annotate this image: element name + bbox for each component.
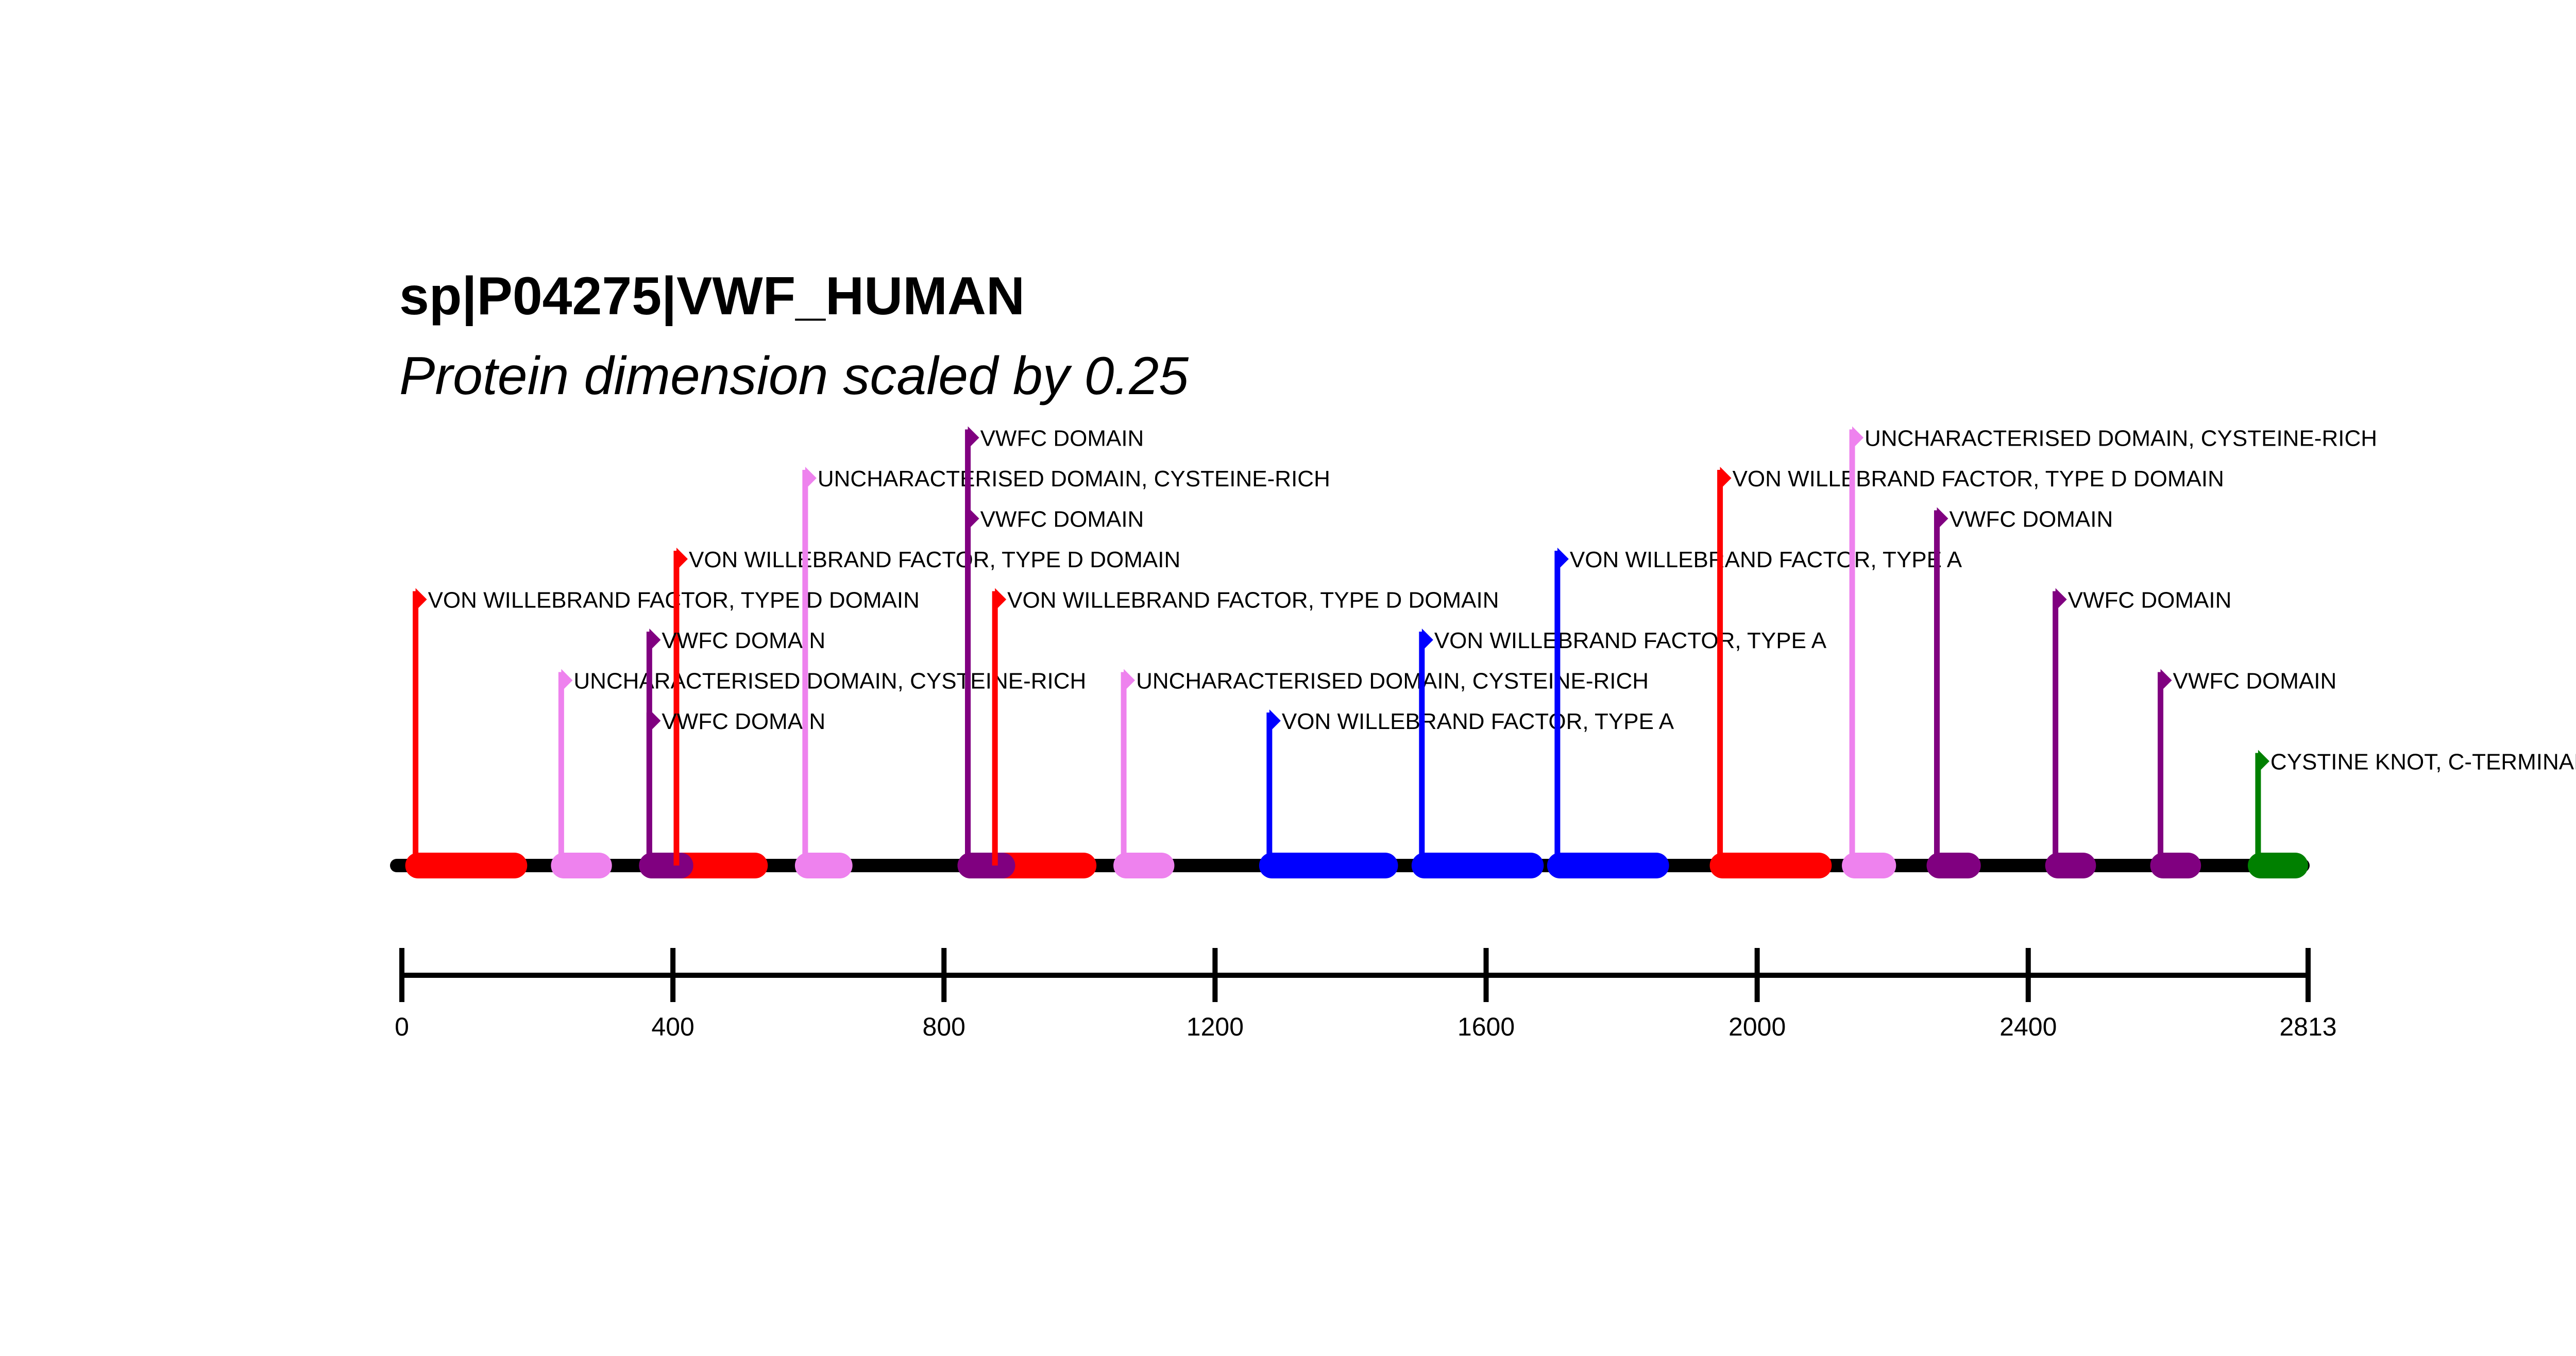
domain-flag-marker [649, 709, 661, 732]
axis-tick-label: 400 [651, 1012, 694, 1041]
domain-segment [1411, 853, 1544, 878]
axis-tick-label: 2813 [2279, 1012, 2336, 1041]
domain-label: UNCHARACTERISED DOMAIN, CYSTEINE-RICH [573, 669, 1086, 694]
domain-flag-marker [1269, 709, 1281, 732]
domain-flag-marker [1557, 548, 1569, 570]
domain-segment [2247, 853, 2308, 878]
domain-flag-marker [2160, 669, 2172, 692]
domain-flag-marker [676, 548, 688, 570]
axis-tick-label: 2400 [1999, 1012, 2057, 1041]
domain-flag-marker [1852, 426, 1864, 449]
domain-segment [551, 853, 612, 878]
domain-label: VON WILLEBRAND FACTOR, TYPE D DOMAIN [689, 547, 1180, 572]
domain-segment [794, 853, 853, 878]
domain-label: VWFC DOMAIN [2068, 588, 2232, 613]
domain-label: VWFC DOMAIN [662, 709, 825, 734]
domain-label: VWFC DOMAIN [662, 628, 825, 653]
domain-flag-marker [1421, 629, 1433, 651]
domain-segment [957, 853, 1015, 878]
axis-tick-label: 1600 [1458, 1012, 1515, 1041]
domain-segment [1113, 853, 1175, 878]
domain-segment [1709, 853, 1832, 878]
domain-label: UNCHARACTERISED DOMAIN, CYSTEINE-RICH [1136, 669, 1649, 694]
domain-label: VON WILLEBRAND FACTOR, TYPE D DOMAIN [1733, 466, 2224, 491]
domain-flag-marker [649, 629, 661, 651]
domain-segment [1842, 853, 1896, 878]
figure-title: sp|P04275|VWF_HUMAN [399, 266, 1025, 327]
domain-label: CYSTINE KNOT, C-TERMINAL [2270, 750, 2576, 775]
domain-flag-marker [1720, 467, 1732, 489]
domain-flag-marker [968, 426, 979, 449]
domain-flag-marker [995, 588, 1007, 611]
domain-segments-group [405, 853, 2308, 878]
domain-label: VWFC DOMAIN [980, 507, 1144, 532]
domain-label: VON WILLEBRAND FACTOR, TYPE D DOMAIN [1007, 588, 1499, 613]
domain-segment [639, 853, 693, 878]
domain-flag-marker [1937, 507, 1948, 530]
position-axis: 0 400 800 1200 1600 2000 2400 2813 [395, 948, 2337, 1041]
axis-tick-label: 800 [923, 1012, 965, 1041]
domain-flags-group: VON WILLEBRAND FACTOR, TYPE D DOMAIN UNCH… [413, 426, 2576, 866]
domain-label: VON WILLEBRAND FACTOR, TYPE A [1282, 709, 1674, 734]
domain-label: VWFC DOMAIN [1949, 507, 2113, 532]
domain-flag-marker [805, 467, 817, 489]
domain-segment [1926, 853, 1981, 878]
domain-flag-marker [968, 507, 979, 530]
axis-tick-label: 0 [395, 1012, 409, 1041]
domain-label: VON WILLEBRAND FACTOR, TYPE A [1570, 547, 1962, 572]
domain-segment [1547, 853, 1669, 878]
axis-tick-label: 2000 [1728, 1012, 1786, 1041]
axis-tick-label: 1200 [1187, 1012, 1244, 1041]
domain-flag-marker [415, 588, 427, 611]
domain-segment [1259, 853, 1398, 878]
domain-label: UNCHARACTERISED DOMAIN, CYSTEINE-RICH [818, 466, 1330, 491]
domain-label: VWFC DOMAIN [2173, 669, 2337, 694]
domain-label: VWFC DOMAIN [980, 426, 1144, 451]
domain-label: UNCHARACTERISED DOMAIN, CYSTEINE-RICH [1865, 426, 2377, 451]
domain-label: VON WILLEBRAND FACTOR, TYPE A [1434, 628, 1827, 653]
domain-segment [666, 853, 768, 878]
figure-subtitle: Protein dimension scaled by 0.25 [399, 346, 1189, 406]
domain-flag-marker [561, 669, 573, 692]
domain-segment [405, 853, 528, 878]
domain-flag-marker [2258, 750, 2269, 773]
domain-flag-marker [2055, 588, 2067, 611]
domain-flag-marker [1124, 669, 1136, 692]
